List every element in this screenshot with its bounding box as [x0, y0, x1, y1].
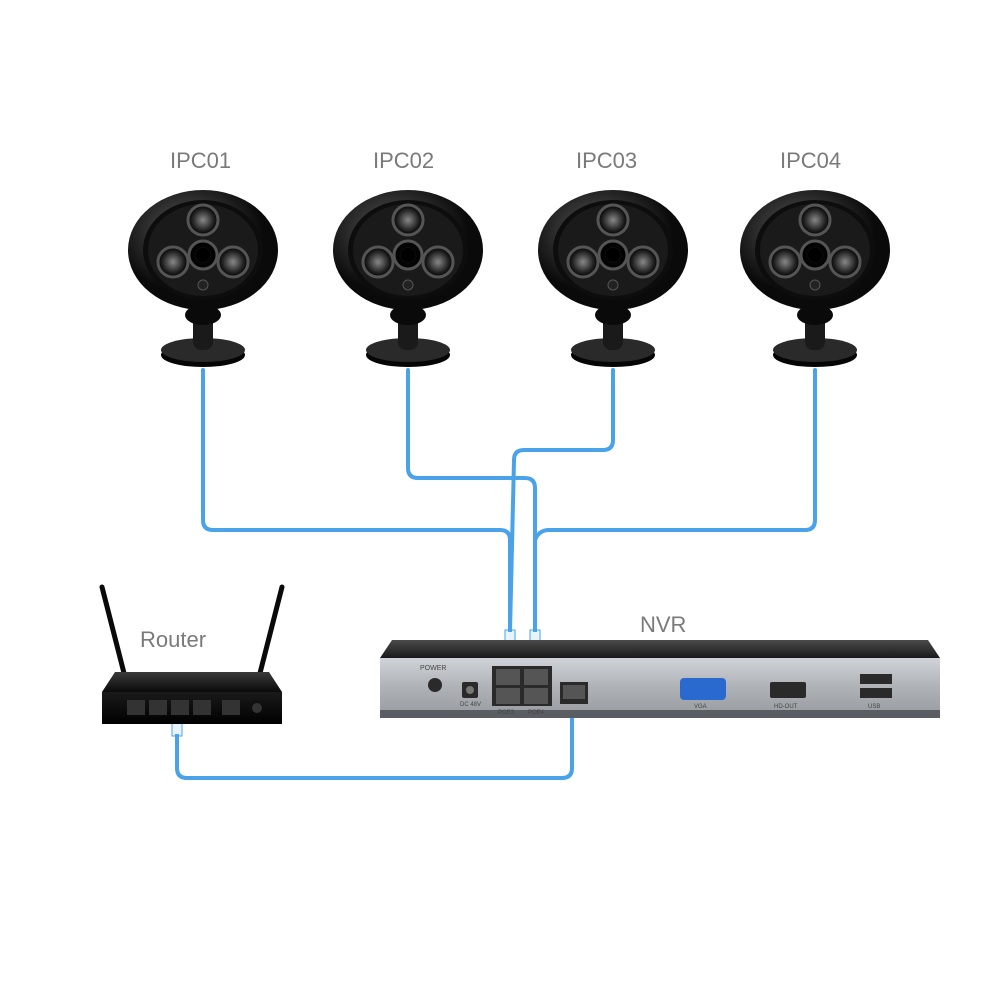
cable-ipc03 [510, 370, 613, 666]
svg-text:DC 48V: DC 48V [460, 702, 481, 708]
ipc04-label: IPC04 [780, 148, 841, 174]
camera-ipc04 [730, 180, 900, 370]
camera-ipc02 [323, 180, 493, 370]
camera-ipc03 [528, 180, 698, 370]
svg-text:POWER: POWER [420, 665, 446, 672]
svg-text:VGA: VGA [694, 704, 707, 710]
svg-text:POE3: POE3 [498, 710, 515, 716]
cable-layer [0, 0, 1000, 1000]
svg-text:HD-OUT: HD-OUT [774, 704, 798, 710]
nvr-device: POWER DC 48V POE3 POE4 VGA HD-OUT USB [380, 640, 940, 725]
svg-text:USB: USB [868, 704, 880, 710]
cable-ipc02 [408, 370, 535, 622]
camera-ipc01 [118, 180, 288, 370]
router-device [97, 582, 287, 732]
ipc03-label: IPC03 [576, 148, 637, 174]
ipc01-label: IPC01 [170, 148, 231, 174]
ipc02-label: IPC02 [373, 148, 434, 174]
nvr-label: NVR [640, 612, 686, 638]
svg-text:POE4: POE4 [528, 710, 545, 716]
